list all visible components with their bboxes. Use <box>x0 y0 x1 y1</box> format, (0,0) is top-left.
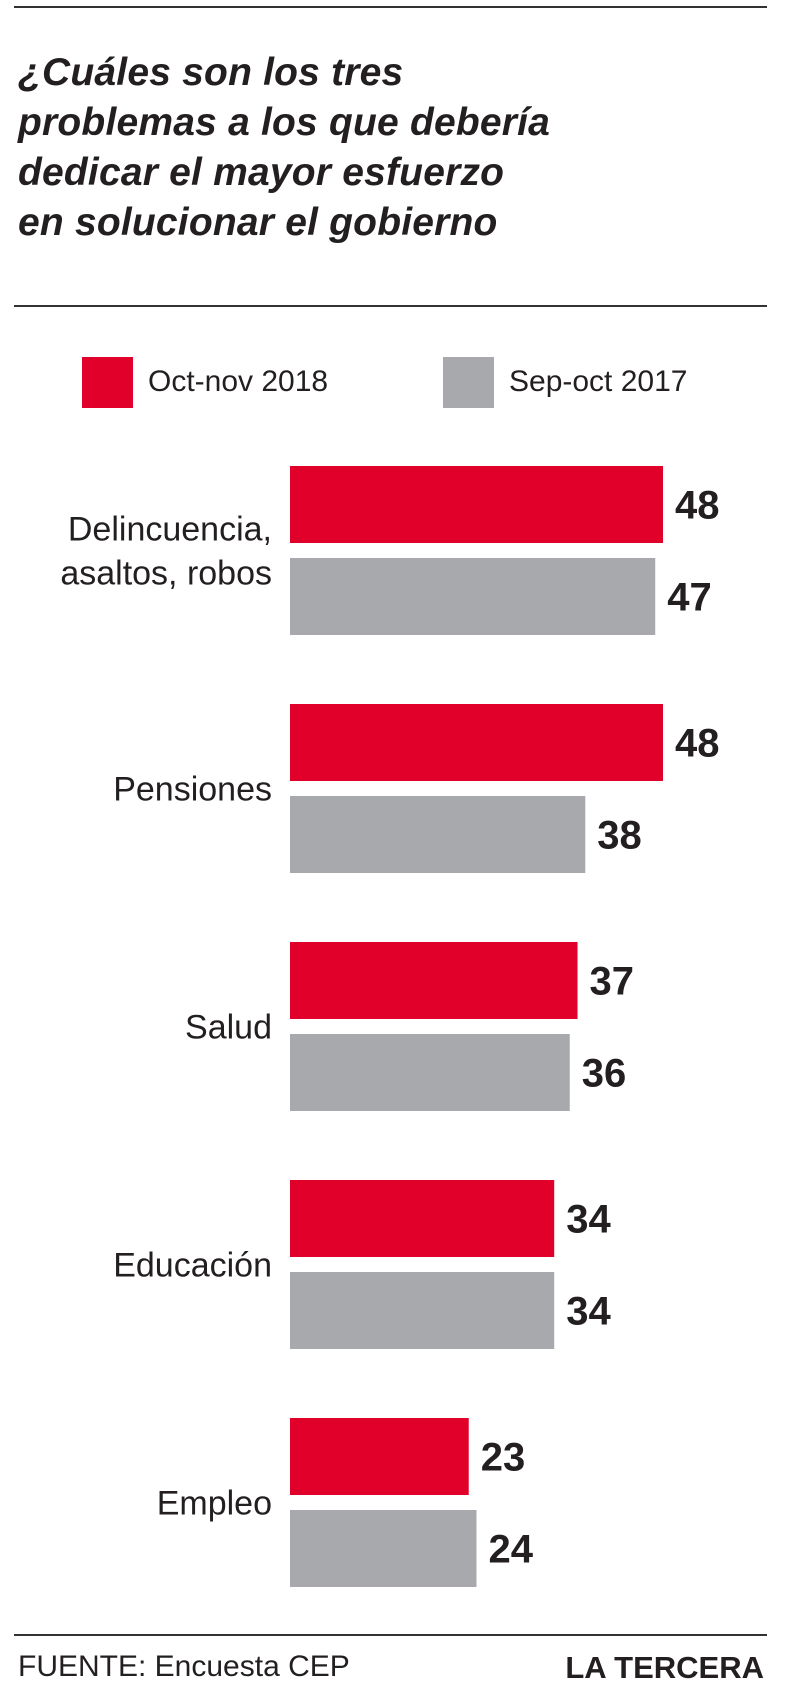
category-label: Pensiones <box>113 771 272 809</box>
footer-rule <box>14 1634 767 1636</box>
bar-2018 <box>290 466 663 543</box>
legend-swatch-2018 <box>82 356 133 408</box>
category-label: Salud <box>185 1009 272 1047</box>
data-label: 34 <box>566 1290 611 1334</box>
title-line: problemas a los que debería <box>18 101 551 144</box>
bar-2018 <box>290 942 578 1019</box>
top-rule <box>14 6 767 8</box>
chart-title: ¿Cuáles son los tres problemas a los que… <box>18 48 758 248</box>
title-line: ¿Cuáles son los tres <box>18 51 404 94</box>
brand-logo-text: LA TERCERA <box>565 1650 764 1685</box>
legend-label-2017: Sep-oct 2017 <box>509 365 688 398</box>
data-label: 48 <box>675 484 720 528</box>
bar-2017 <box>290 1272 555 1349</box>
bar-2018 <box>290 1418 469 1495</box>
bar-2017 <box>290 1510 477 1587</box>
data-label: 23 <box>481 1436 525 1480</box>
data-label: 48 <box>675 722 720 766</box>
data-label: 24 <box>489 1528 534 1572</box>
data-label: 34 <box>566 1198 611 1242</box>
category-label: Delincuencia, asaltos, robos <box>60 511 272 593</box>
legend-label-2018: Oct-nov 2018 <box>148 365 329 398</box>
legend-item-2017: Sep-oct 2017 <box>443 356 688 408</box>
legend-item-2018: Oct-nov 2018 <box>82 356 329 408</box>
bar-2018 <box>290 704 663 781</box>
category-label: Empleo <box>157 1485 272 1523</box>
title-divider <box>14 305 767 307</box>
title-line: en solucionar el gobierno <box>18 201 498 244</box>
data-label: 47 <box>667 576 712 620</box>
title-line: dedicar el mayor esfuerzo <box>18 151 505 194</box>
bar-2017 <box>290 558 656 635</box>
data-label: 38 <box>597 814 642 858</box>
bar-chart: Delincuencia, asaltos, robos 48 47 Pensiones… <box>60 466 720 1587</box>
data-label: 37 <box>590 960 635 1004</box>
category-label: Educación <box>113 1247 272 1285</box>
source-note: FUENTE: Encuesta CEP <box>18 1650 350 1683</box>
bar-2018 <box>290 1180 555 1257</box>
bar-2017 <box>290 796 586 873</box>
data-label: 36 <box>582 1052 627 1096</box>
bar-2017 <box>290 1034 570 1111</box>
legend-swatch-2017 <box>443 356 494 408</box>
